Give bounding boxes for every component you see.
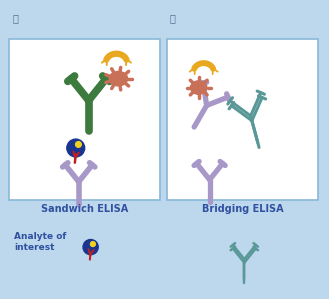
Text: Ⓐ: Ⓐ xyxy=(12,13,18,23)
Text: Ⓑ: Ⓑ xyxy=(170,13,176,23)
Bar xyxy=(9,39,160,199)
Bar xyxy=(167,39,318,199)
Circle shape xyxy=(67,139,85,157)
Circle shape xyxy=(83,239,98,255)
Circle shape xyxy=(90,242,95,246)
Text: Analyte of
interest: Analyte of interest xyxy=(14,232,67,252)
Ellipse shape xyxy=(190,80,208,95)
Ellipse shape xyxy=(109,71,128,87)
Circle shape xyxy=(76,142,81,147)
Text: Sandwich ELISA: Sandwich ELISA xyxy=(41,205,128,214)
Text: Bridging ELISA: Bridging ELISA xyxy=(202,205,283,214)
